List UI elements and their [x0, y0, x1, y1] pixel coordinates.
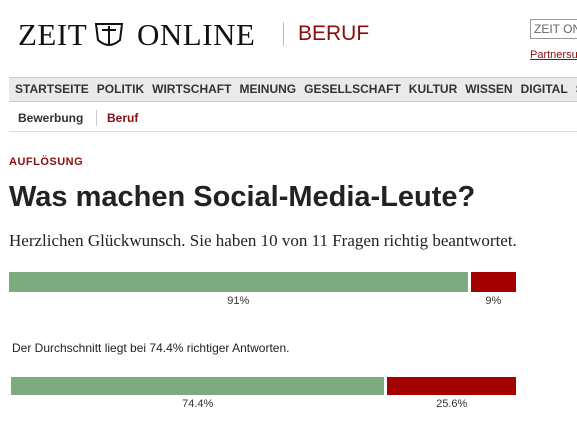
nav-item[interactable]: KULTUR	[408, 82, 458, 96]
nav-item[interactable]: POLITIK	[96, 82, 145, 96]
value-label: 74.4%	[182, 398, 214, 410]
separator	[283, 22, 284, 46]
search-box[interactable]: ZEIT ON	[530, 19, 577, 39]
bar-segment	[9, 272, 468, 292]
nav-item[interactable]: WIRTSCHAFT	[152, 82, 232, 96]
nav-item[interactable]: DIGITAL	[520, 82, 568, 96]
nav-item[interactable]: WISSEN	[465, 82, 513, 96]
value-label: 91%	[227, 295, 250, 307]
separator	[96, 110, 97, 126]
subnav-item[interactable]: Bewerbung	[18, 111, 84, 125]
logo-text: ONLINE	[137, 17, 256, 52]
average-text: Der Durchschnitt liegt bei 74.4% richtig…	[12, 341, 290, 355]
headline: Was machen Social-Media-Leute?	[9, 181, 476, 213]
subtitle: Herzlichen Glückwunsch. Sie haben 10 von…	[9, 231, 517, 250]
nav-item[interactable]: STUD	[576, 82, 577, 96]
nav-bar: STARTSEITE POLITIK WIRTSCHAFT MEINUNG GESELL…	[9, 77, 577, 102]
kicker: AUFLÖSUNG	[9, 156, 84, 168]
logo-crest	[94, 23, 124, 46]
partner-link[interactable]: Partnersu	[530, 49, 577, 61]
value-label: 9%	[485, 295, 502, 307]
bar-segment	[11, 377, 385, 395]
bar-segment	[387, 377, 516, 395]
subnav-item[interactable]: Beruf	[107, 111, 139, 125]
logo-text: ZEIT	[18, 17, 88, 52]
value-label: 25.6%	[436, 398, 468, 410]
divider	[9, 131, 577, 132]
nav-item[interactable]: STARTSEITE	[15, 82, 89, 96]
section-name[interactable]: BERUF	[298, 22, 370, 45]
bar-segment	[470, 272, 516, 292]
nav-item[interactable]: GESELLSCHAFT	[304, 82, 401, 96]
nav-item[interactable]: MEINUNG	[239, 82, 297, 96]
